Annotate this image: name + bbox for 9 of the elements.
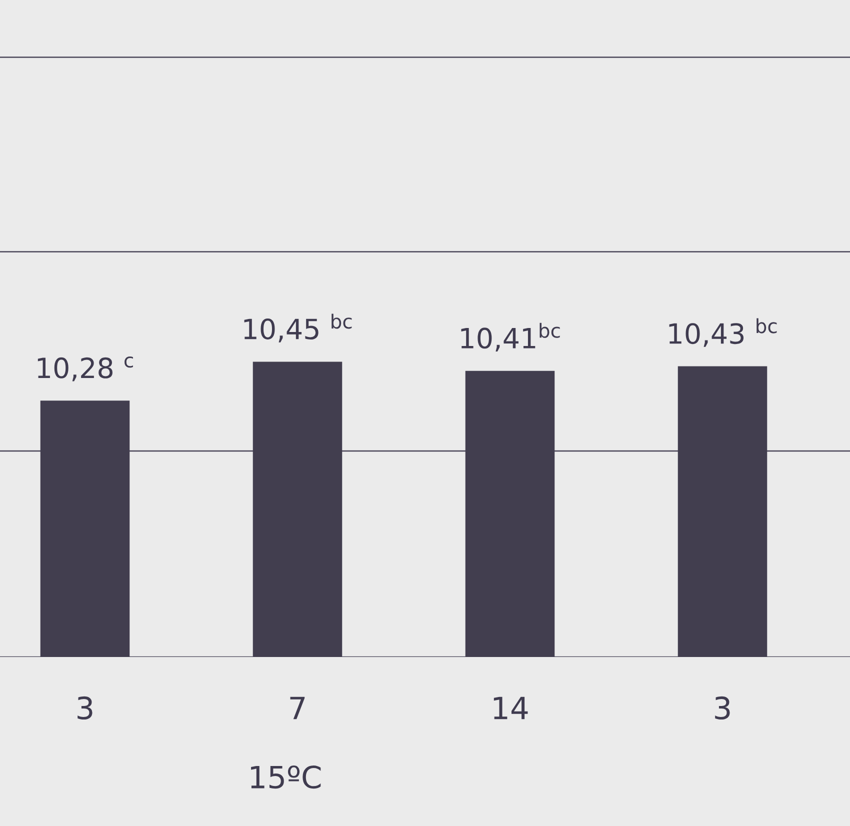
x-tick-label: 14	[494, 696, 528, 720]
x-tick-label: 3	[715, 696, 730, 720]
x-tick-label: 7	[290, 696, 305, 720]
data-label: 10,43 $^{bc}$	[669, 318, 777, 347]
text: 15ºC	[251, 766, 321, 789]
data-label: 10,28 $^{c}$	[38, 356, 133, 382]
data-label: 10,45 $^{bc}$	[244, 314, 352, 342]
data-label: 10,41$^{bc}$	[461, 322, 560, 352]
x-tick-label: 3	[78, 696, 92, 720]
